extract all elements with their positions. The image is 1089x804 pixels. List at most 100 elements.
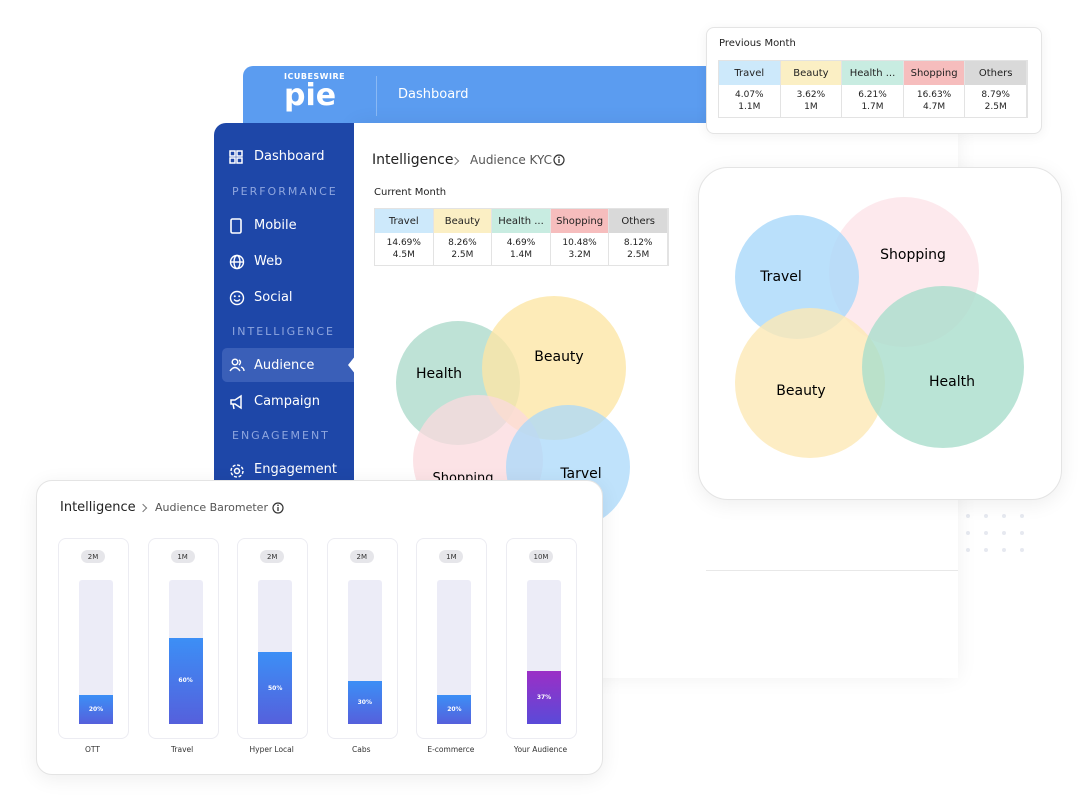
table-cell: 3.62% xyxy=(781,85,843,101)
badge: 1M xyxy=(439,550,464,563)
data-table: Travel Beauty Health ... Shopping Others 4.07… xyxy=(718,60,1028,118)
nav-section: ENGAGEMENT xyxy=(232,429,330,442)
table-cell: 8.79% xyxy=(965,85,1027,101)
venn-circle xyxy=(862,286,1024,448)
active-pointer xyxy=(348,355,356,375)
table-cell: 4.07% xyxy=(719,85,781,101)
table-cell: 1M xyxy=(781,101,843,117)
table-cell: 1.7M xyxy=(842,101,904,117)
bar-label: 30% xyxy=(357,698,372,706)
icon-campaign xyxy=(230,394,242,410)
data-table: Travel Beauty Health ... Shopping Others 14.6… xyxy=(374,208,669,266)
bar: 60% xyxy=(168,637,203,724)
icon-web xyxy=(229,254,245,270)
category-label: OTT xyxy=(85,745,100,754)
badge: 2M xyxy=(81,550,105,563)
icon-mobile xyxy=(230,218,242,234)
venn-label: Health xyxy=(929,374,975,390)
table-cell: 4.7M xyxy=(904,101,966,117)
column-header: Travel xyxy=(719,61,781,85)
brand: ICUBESWIRE xyxy=(284,72,346,81)
nav-item[interactable]: Campaign xyxy=(254,394,321,409)
bar: 20% xyxy=(79,695,113,724)
logo: pie xyxy=(284,78,337,113)
nav-item[interactable]: Mobile xyxy=(254,218,297,233)
venn-label: Health xyxy=(416,366,462,382)
category-label: Your Audience xyxy=(513,745,568,754)
table-cell: 2.5M xyxy=(965,101,1027,117)
bar: 20% xyxy=(437,695,472,724)
icon-dashboard xyxy=(229,150,243,164)
table-cell: 6.21% xyxy=(842,85,904,101)
column-header: Travel xyxy=(375,209,434,233)
sidebar xyxy=(214,123,354,503)
nav-item[interactable]: Dashboard xyxy=(254,149,325,164)
bar: 37% xyxy=(527,670,561,724)
venn-circle xyxy=(735,215,859,339)
category-label: E-commerce xyxy=(427,745,475,754)
table-title: Previous Month xyxy=(719,38,796,49)
bar: 50% xyxy=(258,652,293,724)
venn-label: Beauty xyxy=(534,349,583,365)
bar-label: 20% xyxy=(447,706,462,714)
table-title: Current Month xyxy=(374,187,447,198)
venn-diagram: Travel Shopping Beauty Health xyxy=(735,197,1024,458)
icon-audience xyxy=(229,358,245,372)
badge: 2M xyxy=(260,550,285,563)
badge: 10M xyxy=(529,550,553,563)
info-icon[interactable] xyxy=(272,502,284,514)
header-title: Dashboard xyxy=(398,87,469,102)
breadcrumb-current: Audience Barometer xyxy=(155,501,268,514)
bar-label: 37% xyxy=(536,693,552,701)
column-header: Beauty xyxy=(433,209,493,233)
divider xyxy=(376,76,377,116)
table-cell: 3.2M xyxy=(551,249,610,265)
breadcrumb[interactable]: Intelligence xyxy=(372,152,454,168)
table-cell: 1.4M xyxy=(492,249,551,265)
column-header: Beauty xyxy=(780,61,843,85)
column-header: Others xyxy=(609,209,668,233)
info-icon[interactable] xyxy=(553,154,565,166)
table-cell: 4.69% xyxy=(492,233,551,249)
nav-item[interactable]: Social xyxy=(254,290,293,305)
nav-item[interactable]: Engagement xyxy=(254,462,337,477)
venn-label: Tarvel xyxy=(559,466,601,482)
column-header: Health ... xyxy=(492,209,551,233)
venn-circle xyxy=(735,308,885,458)
category-label: Travel xyxy=(170,745,194,754)
bar-label: 60% xyxy=(178,677,193,685)
table-cell: 16.63% xyxy=(904,85,966,101)
badge: 1M xyxy=(170,550,195,563)
badge: 2M xyxy=(349,550,374,563)
breadcrumb[interactable]: Intelligence xyxy=(60,500,136,515)
venn-circle xyxy=(482,296,626,440)
dots xyxy=(966,514,1024,552)
top-bar xyxy=(243,66,713,126)
breadcrumb-current: Audience KYC xyxy=(470,153,553,167)
venn-label: Travel xyxy=(759,269,802,285)
nav-item[interactable]: Web xyxy=(254,254,283,269)
icon-engagement xyxy=(230,464,244,478)
bar-label: 20% xyxy=(88,706,104,714)
category-label: Hyper Local xyxy=(249,745,294,754)
bar: 30% xyxy=(347,680,382,724)
active-item-bg xyxy=(222,348,354,382)
nav-section: PERFORMANCE xyxy=(232,185,338,198)
table-cell: 8.12% xyxy=(609,233,668,249)
table-cell: 8.26% xyxy=(434,233,493,249)
divider xyxy=(706,570,958,571)
table-cell: 2.5M xyxy=(434,249,493,265)
venn-label: Beauty xyxy=(776,383,825,399)
venn-label: Shopping xyxy=(880,247,946,263)
nav-item[interactable]: Audience xyxy=(254,358,315,373)
icon-social xyxy=(229,290,245,306)
table-cell: 10.48% xyxy=(551,233,610,249)
table-cell: 4.5M xyxy=(375,249,434,265)
category-label: Cabs xyxy=(352,745,371,754)
bar-label: 50% xyxy=(268,684,283,692)
table-cell: 1.1M xyxy=(719,101,781,117)
column-header: Shopping xyxy=(550,209,610,233)
column-header: Health ... xyxy=(842,61,904,85)
